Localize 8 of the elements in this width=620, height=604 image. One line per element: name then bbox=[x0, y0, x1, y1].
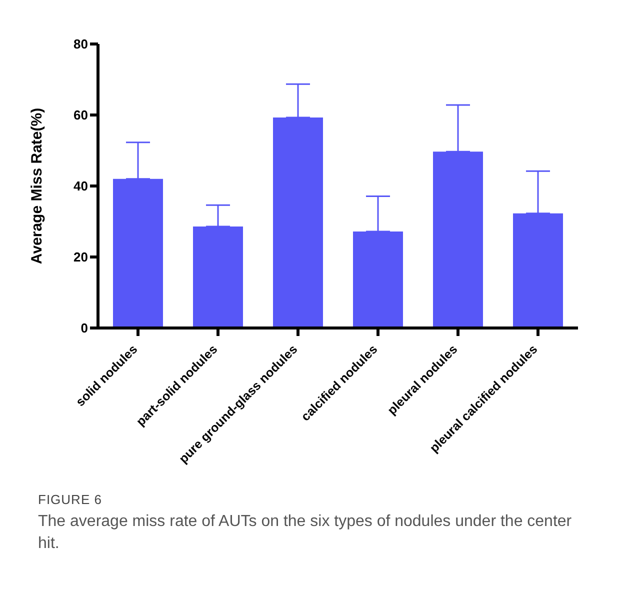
y-tick-label: 40 bbox=[74, 178, 88, 194]
text: The average miss rate of AUTs on the six types of nodules under the center hit. bbox=[38, 512, 573, 554]
y-tick-label: 60 bbox=[74, 108, 88, 123]
caption: FIGURE 6 bbox=[38, 492, 103, 507]
y-tick-label: 80 bbox=[74, 36, 88, 52]
y-tick-label: 20 bbox=[74, 250, 88, 265]
y-tick-label: 0 bbox=[80, 320, 88, 336]
y-axis-title: Average Miss Rate(%) bbox=[28, 108, 46, 264]
